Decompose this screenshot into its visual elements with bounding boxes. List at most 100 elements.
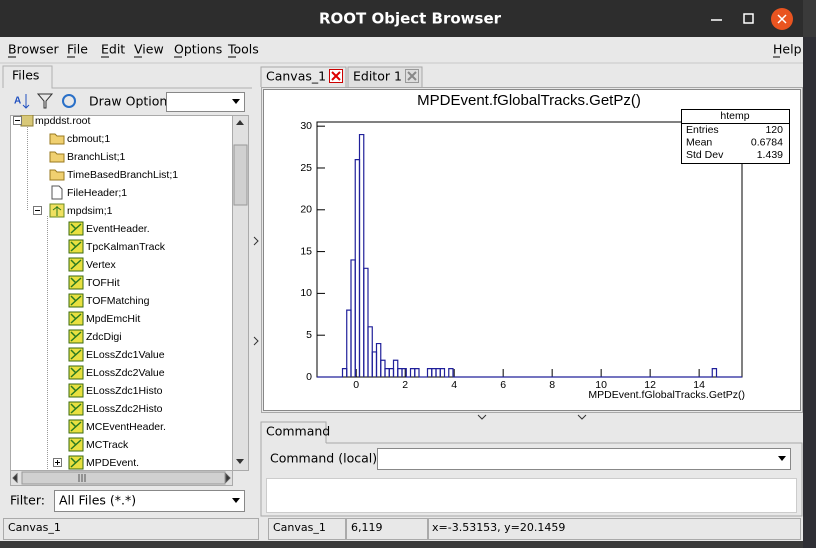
tree-item[interactable]: mpddst.root	[35, 115, 91, 127]
tab-outline	[2, 65, 252, 89]
sort-icon[interactable]: A	[14, 96, 21, 107]
y-tick-label: 15	[300, 245, 312, 257]
tree-item[interactable]: MCTrack	[86, 439, 129, 451]
tree-item[interactable]: ELossZdc2Value	[86, 367, 165, 379]
command-output	[266, 478, 797, 513]
menu-item[interactable]: Tools	[227, 42, 259, 57]
h-scroll-arrows	[12, 472, 231, 484]
stats-value: 0.6784	[751, 136, 783, 148]
histogram-bin	[414, 368, 420, 377]
stats-value: 1.439	[757, 149, 783, 161]
menu-item[interactable]: File	[67, 42, 88, 57]
y-tick-label: 0	[306, 371, 312, 383]
stats-title: htemp	[720, 110, 749, 122]
tree-icon-glyph	[70, 367, 82, 378]
h-scroll-thumb[interactable]	[21, 471, 226, 485]
menu-item[interactable]: Options	[174, 42, 222, 57]
tree-icon-glyph	[70, 457, 82, 468]
toolbar: A	[14, 93, 76, 109]
splitter-arrows[interactable]	[253, 236, 259, 346]
tab-label[interactable]: Editor 1	[353, 69, 402, 84]
refresh-icon[interactable]	[62, 94, 76, 108]
menu-item[interactable]: Help	[773, 42, 802, 57]
status-cell	[346, 518, 428, 540]
file-tree: mpddst.root cbmout;1 BranchList;1 TimeBased…	[13, 115, 178, 470]
tree-item[interactable]: BranchList;1	[67, 151, 126, 163]
tree-item[interactable]: ELossZdc1Value	[86, 349, 165, 361]
tab-label[interactable]: Command	[266, 424, 330, 439]
menu-item[interactable]: View	[134, 42, 164, 57]
tree-icon-glyph	[70, 331, 82, 342]
tree-icon	[20, 115, 34, 127]
stats-label: Mean	[686, 136, 712, 148]
status-cell	[3, 518, 259, 540]
tree-item[interactable]: TimeBasedBranchList;1	[67, 169, 178, 181]
tree-icon-glyph	[70, 439, 82, 450]
command-tab	[260, 421, 327, 443]
command-input[interactable]	[377, 448, 791, 470]
sort-arrow	[22, 94, 30, 109]
expand-sign	[55, 460, 60, 465]
background-window	[803, 37, 816, 548]
y-tick-label: 10	[300, 287, 312, 299]
y-tick-label: 25	[300, 162, 312, 174]
filter-combo[interactable]	[54, 490, 245, 512]
histogram-bin	[448, 368, 454, 377]
tree-item[interactable]: TpcKalmanTrack	[86, 241, 166, 253]
tree-item[interactable]: mpdsim;1	[67, 205, 113, 217]
tree-item[interactable]: cbmout;1	[67, 133, 110, 145]
tab-outline	[347, 66, 423, 87]
x-tick-label: 2	[402, 379, 408, 391]
tree-item[interactable]: MpdEmcHit	[86, 313, 140, 325]
stats-label: Entries	[686, 124, 719, 136]
status-cell	[428, 518, 801, 540]
tree-icon	[49, 151, 65, 163]
draw-option-combo[interactable]	[166, 92, 245, 112]
x-tick-label: 4	[451, 379, 457, 391]
maximize-button[interactable]	[743, 13, 754, 24]
menu-item[interactable]: Browser	[8, 42, 60, 57]
scroll-thumb[interactable]	[233, 144, 248, 206]
menu-item[interactable]: Edit	[101, 42, 125, 57]
tab-close-x	[331, 71, 341, 81]
tree-item[interactable]: ZdcDigi	[86, 331, 122, 343]
filter-icon[interactable]	[36, 93, 54, 109]
tree-icon	[49, 133, 65, 145]
x-tick-label: 12	[644, 379, 656, 391]
tree-icon-glyph	[70, 421, 82, 432]
status-text: Canvas_1	[273, 521, 326, 534]
tab-label[interactable]: Canvas_1	[266, 69, 326, 84]
tab-outline	[260, 66, 347, 87]
tree-icon-glyph	[70, 403, 82, 414]
x-tick-label: 8	[549, 379, 555, 391]
tree-item[interactable]: EventHeader.	[86, 223, 150, 235]
tree-icon-glyph	[70, 385, 82, 396]
tab-label[interactable]: Files	[12, 68, 39, 83]
tree-icon-glyph	[70, 241, 82, 252]
combo-arrow	[232, 498, 240, 503]
tree-item[interactable]: FileHeader;1	[67, 187, 127, 199]
tab-bar: Canvas_1 Editor 1	[260, 66, 423, 87]
tree-icon-glyph	[70, 349, 82, 360]
tree-item[interactable]: MPDEvent.	[86, 457, 139, 469]
command-label: Command (local):	[270, 451, 381, 466]
y-tick-label: 5	[306, 329, 312, 341]
status-bar: Canvas_1 Canvas_1 6,119 x=-3.53153, y=20…	[3, 518, 801, 540]
stats-value: 120	[765, 124, 783, 136]
tree-item[interactable]: TOFHit	[86, 277, 120, 289]
splitter-arrows[interactable]	[477, 414, 587, 420]
x-tick-label: 14	[693, 379, 705, 391]
tab-close-x	[407, 71, 417, 81]
tree-icon-glyph	[70, 223, 82, 234]
tree-item[interactable]: ELossZdc2Histo	[86, 403, 163, 415]
tree-icon-glyph	[70, 295, 82, 306]
draw-option-label: Draw Option:	[89, 94, 172, 109]
tree-item[interactable]: TOFMatching	[86, 295, 150, 307]
histogram-bin	[439, 368, 446, 377]
y-tick-label: 30	[300, 120, 312, 132]
tree-item[interactable]: Vertex	[86, 259, 117, 271]
tree-item[interactable]: ELossZdc1Histo	[86, 385, 163, 397]
title-bar	[0, 0, 803, 37]
tree-item[interactable]: MCEventHeader.	[86, 421, 166, 433]
histogram-bin	[363, 267, 369, 377]
